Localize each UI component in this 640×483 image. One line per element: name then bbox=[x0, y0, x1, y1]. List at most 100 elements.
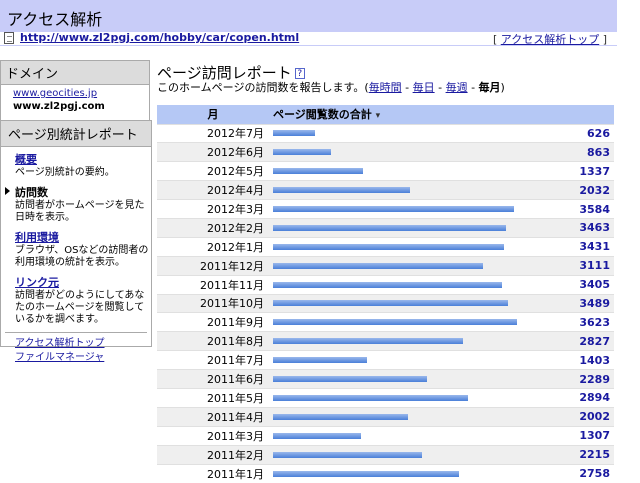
row-bar bbox=[273, 262, 483, 269]
row-value: 3463 bbox=[545, 217, 614, 238]
row-value: 2002 bbox=[545, 406, 614, 427]
row-value: 3431 bbox=[545, 236, 614, 257]
document-icon bbox=[4, 32, 14, 44]
row-value: 2032 bbox=[545, 180, 614, 200]
row-month: 2011年2月 bbox=[157, 444, 269, 465]
row-month: 2012年6月 bbox=[157, 142, 269, 162]
row-bar bbox=[273, 413, 408, 420]
row-bar-cell bbox=[269, 180, 545, 200]
visits-table: 月 ページ閲覧数の合計 ▾ 2012年7月 626 2012年6月 863 2012年5… bbox=[157, 105, 614, 483]
page-title-text: ページ訪問レポート bbox=[157, 64, 292, 82]
report-item-desc: ブラウザ、OSなどの訪問者の利用環境の統計を表示。 bbox=[15, 245, 149, 268]
domain-link-geocities[interactable]: www.geocities.jp bbox=[13, 88, 98, 99]
period-daily-link[interactable]: 毎日 bbox=[412, 81, 435, 94]
table-row: 2012年6月 863 bbox=[157, 142, 614, 162]
row-bar bbox=[273, 394, 468, 401]
row-bar bbox=[273, 376, 427, 383]
row-month: 2011年7月 bbox=[157, 350, 269, 370]
row-bar-cell bbox=[269, 406, 545, 427]
table-row: 2011年3月 1307 bbox=[157, 425, 614, 446]
report-item-title: 訪問数 bbox=[15, 186, 48, 199]
row-value: 3584 bbox=[545, 199, 614, 219]
period-sep-3: - bbox=[467, 81, 479, 94]
reports-heading: ページ別統計レポート bbox=[1, 121, 151, 147]
analytics-top-link[interactable]: アクセス解析トップ bbox=[500, 33, 600, 46]
row-month: 2011年4月 bbox=[157, 406, 269, 427]
sort-indicator-icon: ▾ bbox=[375, 111, 381, 122]
domain-panel: ドメイン www.geocities.jp www.zl2pgj.com bbox=[0, 60, 150, 127]
table-row: 2011年11月 3405 bbox=[157, 274, 614, 295]
report-item: 利用環境 ブラウザ、OSなどの訪問者の利用環境の統計を表示。 bbox=[1, 229, 151, 269]
table-row: 2012年7月 626 bbox=[157, 123, 614, 143]
table-row: 2011年9月 3623 bbox=[157, 312, 614, 332]
help-icon[interactable]: ? bbox=[294, 68, 305, 79]
period-monthly-current: 毎月 bbox=[478, 81, 501, 94]
table-row: 2011年2月 2215 bbox=[157, 444, 614, 465]
row-month: 2011年9月 bbox=[157, 312, 269, 332]
period-weekly-link[interactable]: 毎週 bbox=[445, 81, 468, 94]
row-bar bbox=[273, 149, 331, 156]
row-bar bbox=[273, 168, 363, 175]
top-link-wrapper: [ アクセス解析トップ ] bbox=[493, 31, 607, 47]
table-row: 2012年4月 2032 bbox=[157, 180, 614, 200]
row-bar-cell bbox=[269, 331, 545, 351]
report-item-title[interactable]: 利用環境 bbox=[15, 231, 59, 244]
report-item: リンク元 訪問者がどのようにしてあなたのホームページを閲覧しているかを調べます。 bbox=[1, 274, 151, 326]
row-bar bbox=[273, 243, 504, 250]
row-bar bbox=[273, 338, 463, 345]
row-bar bbox=[273, 451, 422, 458]
row-value: 2894 bbox=[545, 387, 614, 408]
row-month: 2011年5月 bbox=[157, 387, 269, 408]
row-bar bbox=[273, 357, 367, 364]
row-bar-cell bbox=[269, 293, 545, 313]
domain-current: www.zl2pgj.com bbox=[13, 101, 105, 112]
bracket-open: [ bbox=[492, 33, 498, 46]
row-bar bbox=[273, 432, 361, 439]
sidebar-link-analytics-top[interactable]: アクセス解析トップ bbox=[15, 338, 105, 349]
table-row: 2011年7月 1403 bbox=[157, 350, 614, 370]
report-item: 訪問数 訪問者がホームページを見た日時を表示。 bbox=[1, 184, 151, 224]
row-bar bbox=[273, 224, 506, 231]
row-bar bbox=[273, 300, 508, 307]
table-row: 2012年3月 3584 bbox=[157, 199, 614, 219]
report-item-desc: 訪問者がホームページを見た日時を表示。 bbox=[15, 200, 145, 223]
row-month: 2012年3月 bbox=[157, 199, 269, 219]
page-url-link[interactable]: http://www.zl2pgj.com/hobby/car/copen.ht… bbox=[20, 31, 300, 44]
col-header-total[interactable]: ページ閲覧数の合計 ▾ bbox=[269, 105, 614, 124]
row-bar bbox=[273, 281, 502, 288]
row-month: 2012年5月 bbox=[157, 161, 269, 181]
row-bar-cell bbox=[269, 274, 545, 295]
table-row: 2011年10月 3489 bbox=[157, 293, 614, 313]
table-row: 2011年6月 2289 bbox=[157, 369, 614, 389]
subtitle-suffix: ) bbox=[500, 81, 505, 94]
period-sep-2: - bbox=[434, 81, 446, 94]
row-value: 2215 bbox=[545, 444, 614, 465]
col-header-month[interactable]: 月 bbox=[157, 105, 269, 124]
row-value: 626 bbox=[545, 123, 614, 143]
page-title: ページ訪問レポート? bbox=[157, 62, 305, 83]
row-month: 2012年2月 bbox=[157, 217, 269, 238]
table-row: 2011年4月 2002 bbox=[157, 406, 614, 427]
report-item-title[interactable]: 概要 bbox=[15, 153, 37, 166]
row-value: 2758 bbox=[545, 463, 614, 483]
row-month: 2011年6月 bbox=[157, 369, 269, 389]
period-hourly-link[interactable]: 毎時間 bbox=[368, 81, 402, 94]
col-header-total-label: ページ閲覧数の合計 bbox=[273, 108, 372, 122]
row-bar-cell bbox=[269, 425, 545, 446]
row-bar-cell bbox=[269, 387, 545, 408]
report-item-title[interactable]: リンク元 bbox=[15, 276, 59, 289]
row-bar bbox=[273, 319, 517, 326]
row-bar-cell bbox=[269, 161, 545, 181]
subtitle-prefix: このホームページの訪問数を報告します。( bbox=[157, 81, 369, 94]
row-bar-cell bbox=[269, 123, 545, 143]
row-value: 3623 bbox=[545, 312, 614, 332]
sidebar-link-file-manager[interactable]: ファイルマネージャ bbox=[15, 352, 105, 363]
row-bar bbox=[273, 130, 315, 137]
row-month: 2012年7月 bbox=[157, 123, 269, 143]
row-bar-cell bbox=[269, 199, 545, 219]
bracket-close: ] bbox=[602, 33, 607, 46]
row-value: 1307 bbox=[545, 425, 614, 446]
row-bar-cell bbox=[269, 236, 545, 257]
row-month: 2011年11月 bbox=[157, 274, 269, 295]
table-row: 2011年12月 3111 bbox=[157, 255, 614, 276]
